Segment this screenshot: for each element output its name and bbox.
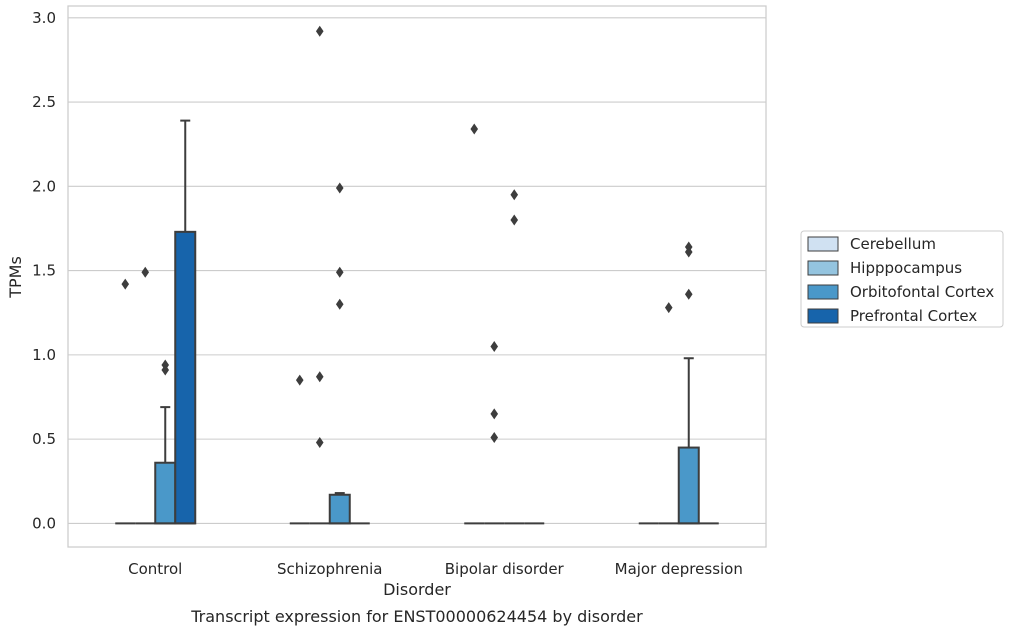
- y-tick-label: 2.5: [32, 93, 56, 111]
- legend-swatch: [807, 260, 839, 276]
- series-orbitofontal-cortex: [154, 182, 700, 525]
- y-tick-label: 1.0: [32, 346, 56, 364]
- chart-caption: Transcript expression for ENST0000062445…: [190, 607, 643, 626]
- outlier-point: [121, 278, 130, 290]
- series-cerebellum: [115, 123, 659, 525]
- box: [154, 461, 177, 525]
- legend-frame: [800, 230, 1004, 328]
- y-tick-label: 0.0: [32, 514, 56, 532]
- outlier-point: [315, 371, 324, 383]
- outlier-point: [684, 246, 693, 258]
- outlier-point: [490, 340, 499, 352]
- outlier-point: [510, 214, 519, 226]
- x-tick-label: Bipolar disorder: [445, 560, 565, 578]
- box-series: [115, 25, 719, 525]
- outlier-point: [510, 189, 519, 201]
- y-tick-label: 3.0: [32, 9, 56, 27]
- outlier-point: [664, 302, 673, 314]
- outlier-point: [315, 25, 324, 37]
- series-prefrontal-cortex: [174, 119, 719, 525]
- legend-swatch: [807, 236, 839, 252]
- x-tick-label: Control: [128, 560, 182, 578]
- x-axis-label: Disorder: [383, 580, 451, 599]
- box: [174, 230, 197, 525]
- outlier-point: [315, 437, 324, 449]
- outlier-point: [141, 266, 150, 278]
- outlier-point: [335, 182, 344, 194]
- outlier-point: [470, 123, 479, 135]
- legend-label: Orbitofontal Cortex: [850, 283, 994, 301]
- y-tick-label: 0.5: [32, 430, 56, 448]
- y-axis-label: TPMs: [6, 256, 25, 299]
- legend: Cerebellum Hipppocampus Orbitofontal Corte…: [800, 230, 1004, 328]
- outlier-point: [161, 364, 170, 376]
- legend-label: Hipppocampus: [850, 259, 962, 277]
- box: [677, 446, 700, 525]
- legend-label: Prefrontal Cortex: [850, 307, 977, 325]
- outlier-point: [295, 374, 304, 386]
- legend-swatch: [807, 284, 839, 300]
- legend-swatch: [807, 308, 839, 324]
- outlier-point: [490, 408, 499, 420]
- x-tick-label: Schizophrenia: [277, 560, 382, 578]
- outlier-point: [335, 266, 344, 278]
- box: [328, 493, 351, 525]
- legend-label: Cerebellum: [850, 235, 936, 253]
- series-hipppocampus: [135, 25, 679, 525]
- x-tick-label: Major depression: [615, 560, 743, 578]
- y-tick-label: 1.5: [32, 262, 56, 280]
- y-axis-ticks: 0.0 0.5 1.0 1.5 2.0 2.5 3.0: [32, 9, 56, 533]
- x-axis-ticks: Control Schizophrenia Bipolar disorder Majo…: [128, 560, 743, 578]
- outlier-point: [684, 288, 693, 300]
- y-tick-label: 2.0: [32, 177, 56, 195]
- outlier-point: [335, 298, 344, 310]
- outlier-point: [490, 431, 499, 443]
